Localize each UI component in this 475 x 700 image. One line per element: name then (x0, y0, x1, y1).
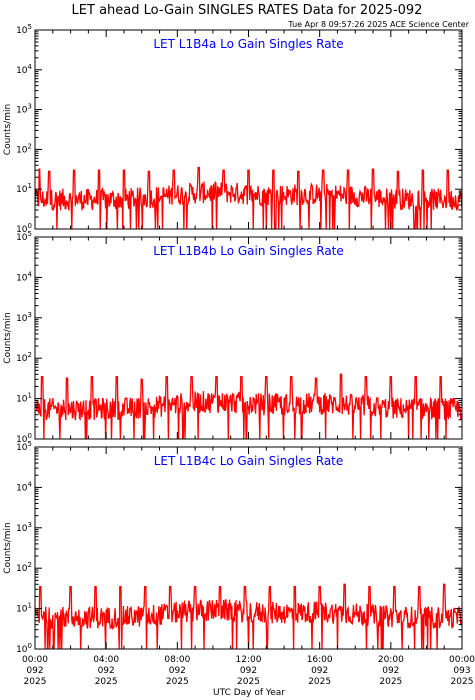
x-tick-doy: 092 (382, 666, 399, 676)
panel-title: LET L1B4c Lo Gain Singles Rate (154, 454, 344, 468)
x-tick-time: 08:00 (164, 655, 190, 665)
x-tick-doy: 092 (169, 666, 186, 676)
x-tick-doy: 092 (98, 666, 115, 676)
x-tick-time: 12:00 (236, 655, 262, 665)
x-axis-labels: 00:00092202504:00092202508:00092202512:0… (22, 655, 475, 687)
x-tick-year: 2025 (308, 677, 331, 687)
timestamp: Tue Apr 8 09:57:26 2025 ACE Science Cent… (287, 20, 469, 29)
x-tick-doy: 093 (453, 666, 470, 676)
y-axis-label: Counts/min (3, 522, 13, 573)
panel-title: LET L1B4b Lo Gain Singles Rate (153, 244, 344, 258)
y-tick-label: 100 (16, 432, 32, 445)
x-tick-year: 2025 (95, 677, 118, 687)
x-tick-year: 2025 (379, 677, 402, 687)
panel-2: 100 101 102 103 104 105 LET L1B4b Lo Gain Sing… (3, 230, 463, 445)
y-tick-label: 100 (16, 642, 32, 655)
panel-3: 100 101 102 103 104 105 LET L1B4c Lo Gain Sing… (3, 440, 463, 655)
x-tick-year: 2025 (24, 677, 47, 687)
data-series-line (35, 166, 462, 229)
plot-frame (34, 29, 463, 230)
y-axis-label: Counts/min (3, 312, 13, 363)
x-tick-time: 04:00 (93, 655, 119, 665)
y-tick-label: 105 (16, 440, 32, 453)
main-title: LET ahead Lo-Gain SINGLES RATES Data for… (72, 3, 423, 18)
panel-1: 100 101 102 103 104 105 LET L1B4a Lo Gain Sing… (3, 23, 463, 235)
y-tick-label: 101 (16, 602, 32, 615)
y-tick-label: 104 (16, 480, 32, 493)
x-tick-time: 00:00 (22, 655, 48, 665)
y-tick-label: 103 (16, 103, 32, 116)
data-series-line (35, 583, 462, 649)
data-series-line (35, 373, 462, 439)
y-tick-label: 102 (16, 142, 32, 155)
y-axis-label: Counts/min (3, 104, 13, 155)
y-tick-label: 102 (16, 561, 32, 574)
x-tick-doy: 092 (240, 666, 257, 676)
x-axis-label: UTC Day of Year (213, 688, 285, 698)
x-tick-doy: 092 (26, 666, 43, 676)
x-tick-doy: 092 (311, 666, 328, 676)
x-tick-time: 20:00 (378, 655, 404, 665)
panels: 100 101 102 103 104 105 LET L1B4a Lo Gain Sing… (3, 23, 463, 655)
y-tick-label: 101 (16, 392, 32, 405)
y-tick-label: 105 (16, 230, 32, 243)
y-tick-label: 100 (16, 222, 32, 235)
x-tick-time: 16:00 (307, 655, 333, 665)
x-tick-year: 2025 (166, 677, 189, 687)
y-tick-label: 104 (16, 63, 32, 76)
x-tick-time: 00:00 (449, 655, 475, 665)
x-tick-year: 2025 (237, 677, 260, 687)
y-tick-label: 103 (16, 311, 32, 324)
y-tick-label: 103 (16, 521, 32, 534)
y-tick-label: 105 (16, 23, 32, 36)
y-tick-label: 102 (16, 351, 32, 364)
panel-title: LET L1B4a Lo Gain Singles Rate (153, 37, 343, 51)
y-tick-label: 101 (16, 182, 32, 195)
y-tick-label: 104 (16, 270, 32, 283)
x-tick-year: 2025 (451, 677, 474, 687)
